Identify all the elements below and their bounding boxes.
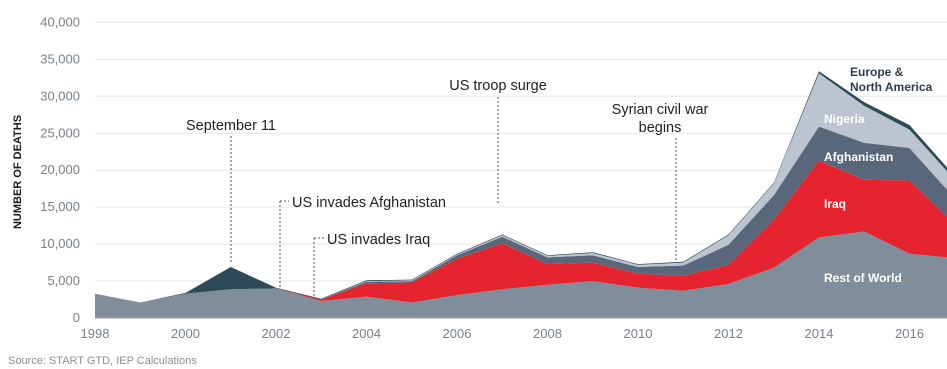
event-annotation: begins — [639, 120, 682, 136]
x-tick-label: 2014 — [805, 326, 834, 341]
x-tick-label: 2006 — [443, 326, 472, 341]
series-label: Nigeria — [824, 112, 865, 126]
series-label: Afghanistan — [824, 150, 893, 164]
event-annotation: US troop surge — [449, 78, 547, 94]
event-annotation: September 11 — [186, 118, 276, 134]
series-inline-labels: Europe &North America Nigeria Afghanistan I… — [824, 65, 933, 285]
y-tick-label: 30,000 — [40, 88, 80, 103]
event-annotation: Syrian civil war — [612, 102, 709, 118]
source-note: Source: START GTD, IEP Calculations — [8, 355, 197, 367]
x-tick-label: 2002 — [262, 326, 291, 341]
x-tick-label: 2010 — [624, 326, 653, 341]
event-annotation: US invades Afghanistan — [292, 195, 446, 211]
gridlines — [95, 21, 947, 282]
series-label: Iraq — [824, 197, 846, 211]
x-tick-label: 1998 — [81, 326, 110, 341]
y-tick-label: 35,000 — [40, 51, 80, 66]
x-tick-label: 2016 — [895, 326, 924, 341]
event-annotation: US invades Iraq — [327, 232, 430, 248]
area-afghanistan — [95, 126, 947, 303]
series-label: North America — [850, 80, 933, 94]
y-tick-label: 20,000 — [40, 162, 80, 177]
y-tick-label: 40,000 — [40, 14, 80, 29]
y-tick-label: 15,000 — [40, 199, 80, 214]
y-tick-label: 5,000 — [47, 273, 80, 288]
area-nigeria — [95, 73, 947, 303]
y-tick-label: 25,000 — [40, 125, 80, 140]
stacked-area-chart: 0 5,000 10,000 15,000 20,000 25,000 30,000 35,0… — [12, 14, 947, 341]
y-tick-label: 10,000 — [40, 236, 80, 251]
area-iraq — [95, 160, 947, 303]
x-tick-label: 2008 — [533, 326, 562, 341]
series-label: Europe & — [850, 65, 904, 79]
y-tick-label: 0 — [73, 310, 80, 325]
area-series — [95, 71, 947, 318]
series-label: Rest of World — [824, 271, 902, 285]
x-tick-label: 2000 — [171, 326, 200, 341]
event-annotations: September 11 US invades Afghanistan US inv… — [186, 78, 709, 296]
y-axis-label: NUMBER OF DEATHS — [12, 115, 24, 229]
y-tick-labels: 0 5,000 10,000 15,000 20,000 25,000 30,000 35,0… — [40, 14, 80, 325]
area-rest-of-world — [95, 231, 947, 318]
x-tick-label: 2004 — [352, 326, 381, 341]
x-tick-label: 2012 — [714, 326, 743, 341]
x-tick-labels: 1998 2000 2002 2004 2006 2008 2010 2012 2014 2016 — [81, 326, 924, 341]
